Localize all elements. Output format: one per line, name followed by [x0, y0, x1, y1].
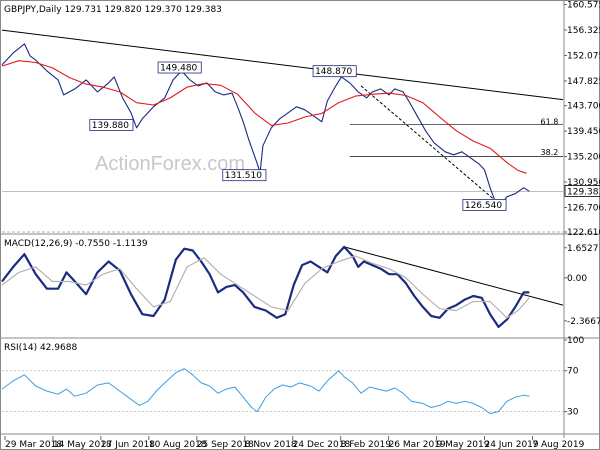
x-tick-label: 26 Mar 2019	[389, 440, 446, 450]
price-annotation-box	[462, 199, 507, 211]
moving-average-line	[1, 60, 527, 174]
y-tick-label: 147.825	[567, 77, 600, 87]
y-tick-label: 70	[567, 367, 579, 377]
price-annotation-box	[89, 119, 134, 131]
fib-label: 61.8	[541, 118, 559, 127]
x-tick-label: 24 Dec 2018	[293, 440, 351, 450]
last-price-label: 129.383	[567, 187, 600, 197]
price-annotation-box	[222, 169, 267, 182]
x-tick-label: 24 Jun 2019	[484, 440, 538, 450]
watermark-text: ActionForex.com	[95, 153, 245, 175]
price-annotation-label: 149.480	[160, 64, 197, 74]
price-annotation-label: 148.870	[315, 67, 352, 77]
y-tick-label: 100	[567, 336, 584, 346]
price-annotation-box	[157, 61, 202, 74]
y-tick-label: 30	[567, 408, 579, 418]
y-tick-label: 0.00	[567, 274, 587, 284]
price-annotation-label: 126.540	[465, 201, 502, 211]
y-tick-label: 143.700	[567, 102, 600, 112]
price-panel: GBPJPY,Daily 129.731 129.820 129.370 129…	[0, 1, 600, 238]
macd-line	[1, 245, 530, 328]
x-tick-label: 10 Aug 2018	[149, 440, 207, 450]
signal-line	[1, 255, 530, 319]
price-line	[1, 43, 530, 207]
x-tick-label: 14 May 2018	[53, 440, 112, 450]
x-tick-label: 25 Sep 2018	[197, 440, 254, 450]
y-tick-label: 160.575	[567, 1, 600, 11]
x-tick-label: 29 Mar 2018	[5, 440, 62, 450]
y-tick-label: 139.450	[567, 127, 600, 137]
y-tick-label: -2.3667	[567, 317, 600, 327]
rsi-line	[1, 368, 530, 415]
price-annotation-box	[312, 65, 357, 78]
x-tick-label: 7 Aug 2019	[532, 440, 584, 450]
macd-panel: MACD(12,26,9) -0.7550 -1.1139 1.6527 0.00 -…	[0, 239, 600, 339]
x-tick-label: 9 May 2019	[437, 440, 490, 450]
y-tick-label: 122.610	[567, 228, 600, 238]
fib-label: 38.2	[541, 148, 559, 157]
trendline	[360, 85, 502, 207]
panel-title: GBPJPY,Daily 129.731 129.820 129.370 129…	[4, 5, 222, 15]
trendline	[1, 29, 564, 101]
y-tick-label: 152.075	[567, 51, 600, 61]
trendline	[344, 246, 564, 306]
last-price-tag	[564, 185, 600, 197]
rsi-panel: RSI(14) 42.9688 100 70 30	[0, 336, 600, 435]
y-tick-label: 156.325	[567, 26, 600, 36]
price-annotation-label: 131.510	[225, 171, 262, 181]
y-tick-label: 135.200	[567, 153, 600, 163]
y-tick-label: 130.950	[567, 178, 600, 188]
x-tick-label: 8 Nov 2018	[245, 440, 297, 450]
y-tick-label: 126.700	[567, 203, 600, 213]
y-tick-label: 1.6527	[567, 244, 599, 254]
x-tick-label: 27 Jun 2018	[101, 440, 155, 450]
panel-title: RSI(14) 42.9688	[4, 343, 77, 353]
panel-title: MACD(12,26,9) -0.7550 -1.1139	[4, 239, 148, 249]
price-annotation-label: 139.880	[92, 121, 129, 131]
x-tick-label: 8 Feb 2019	[341, 440, 392, 450]
